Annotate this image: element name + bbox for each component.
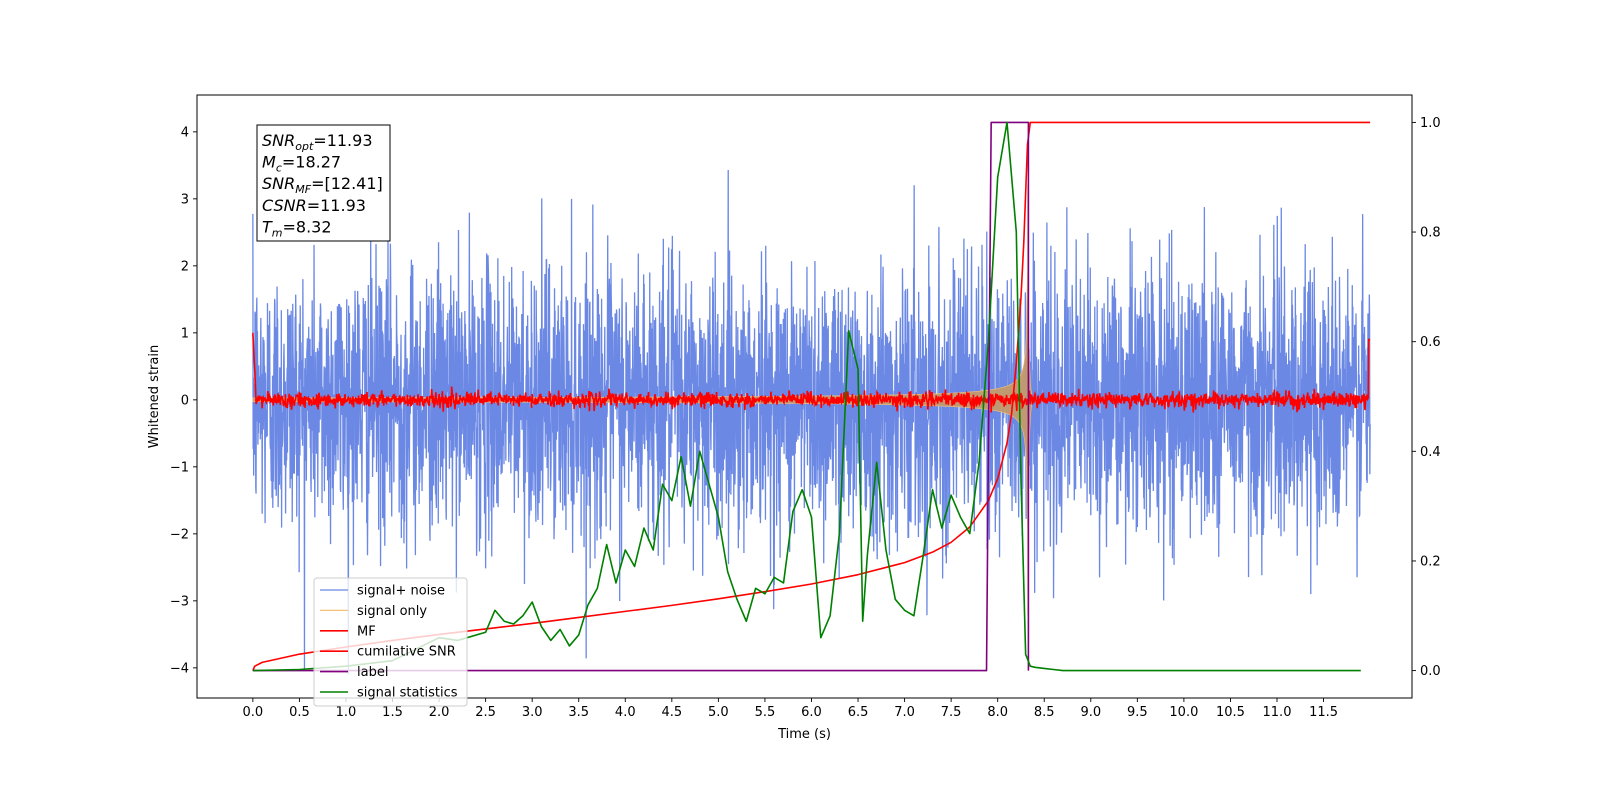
x-tick-label: 7.5 [941, 705, 962, 720]
x-tick-label: 2.5 [475, 705, 496, 720]
y-tick-label: 3 [181, 192, 189, 207]
y-axis-right: 0.0 0.2 0.4 0.6 0.8 1.0 [1412, 116, 1441, 679]
x-tick-label: 6.5 [848, 705, 869, 720]
y-tick-label: 0 [181, 393, 189, 408]
info-box: SNRopt=11.93Mc=18.27SNRMF=[12.41]CSNR=11… [256, 124, 391, 242]
legend-label: label [357, 665, 388, 680]
x-tick-label: 1.5 [382, 705, 403, 720]
x-axis: 0.0 0.5 1.0 1.5 2.0 2.5 3.0 3.5 4.0 4.5 5.0 5.5 6.0 6… [243, 698, 1338, 720]
series-layer [252, 121, 1371, 675]
x-tick-label: 9.5 [1127, 705, 1148, 720]
x-axis-title: Time (s) [777, 727, 831, 742]
info-box-line: SNRMF=[12.41] [262, 174, 383, 196]
x-tick-label: 4.5 [661, 705, 682, 720]
series-mf [252, 332, 1371, 413]
legend-label: signal+ noise [357, 584, 445, 599]
x-tick-label: 6.0 [801, 705, 822, 720]
y2-tick-label: 1.0 [1420, 116, 1441, 131]
x-tick-label: 10.5 [1216, 705, 1245, 720]
legend-label: signal only [357, 604, 427, 619]
info-box-frame [256, 124, 391, 242]
legend-frame [313, 577, 468, 707]
x-tick-label: 9.0 [1080, 705, 1101, 720]
y-axis-left: −4 −3 −2 −1 0 1 2 3 4 [170, 125, 197, 676]
x-tick-label: 11.0 [1263, 705, 1292, 720]
series-signal-statistics [252, 121, 1361, 672]
y-tick-label: 2 [181, 259, 189, 274]
x-tick-label: 7.0 [894, 705, 915, 720]
y2-tick-label: 0.4 [1420, 445, 1441, 460]
series-label [252, 121, 1030, 672]
y2-tick-label: 0.8 [1420, 226, 1441, 241]
x-tick-label: 2.0 [429, 705, 450, 720]
y2-tick-label: 0.6 [1420, 335, 1441, 350]
x-tick-label: 10.0 [1169, 705, 1198, 720]
y-tick-label: −2 [170, 527, 189, 542]
info-box-line: Tm=8.32 [262, 217, 332, 239]
x-tick-label: 1.0 [336, 705, 357, 720]
y-axis-title: Whitened strain [147, 345, 162, 448]
x-tick-label: 3.5 [568, 705, 589, 720]
x-tick-label: 11.5 [1309, 705, 1338, 720]
x-tick-label: 4.0 [615, 705, 636, 720]
y-tick-label: −1 [170, 460, 189, 475]
legend-label: MF [357, 624, 376, 639]
plot-frame [196, 94, 1413, 699]
x-tick-label: 5.0 [708, 705, 729, 720]
y-tick-label: 4 [181, 125, 189, 140]
info-box-line: Mc=18.27 [262, 153, 341, 175]
y-tick-label: −4 [170, 661, 189, 676]
x-tick-label: 8.5 [1034, 705, 1055, 720]
x-tick-label: 3.0 [522, 705, 543, 720]
y2-tick-label: 0.2 [1420, 554, 1441, 569]
legend-label: signal statistics [357, 686, 458, 701]
info-box-line: SNRopt=11.93 [262, 131, 373, 153]
legend-label: cumilative SNR [357, 645, 456, 660]
x-tick-label: 0.0 [243, 705, 264, 720]
y-tick-label: −3 [170, 594, 189, 609]
y2-tick-label: 0.0 [1420, 664, 1441, 679]
x-tick-label: 8.0 [987, 705, 1008, 720]
info-box-line: CSNR=11.93 [262, 196, 366, 215]
x-tick-label: 0.5 [289, 705, 310, 720]
legend: signal+ noise signal only MF cumilative SNR… [313, 577, 468, 707]
y-tick-label: 1 [181, 326, 189, 341]
x-tick-label: 5.5 [755, 705, 776, 720]
